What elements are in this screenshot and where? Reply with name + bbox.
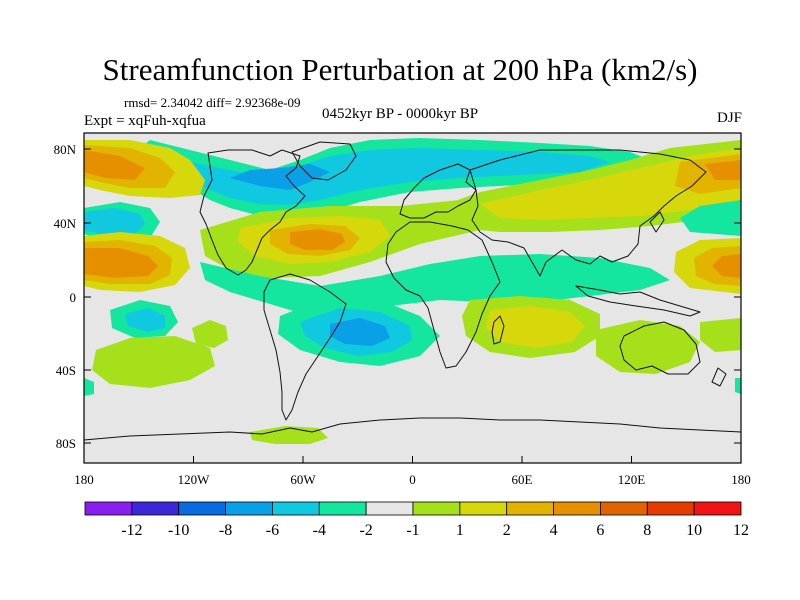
colorbar-label: 10 <box>686 522 702 539</box>
x-tick-label: 120W <box>178 472 211 487</box>
colorbar-swatch <box>131 501 180 516</box>
colorbar-swatch <box>459 501 508 516</box>
x-tick-label: 120E <box>618 472 646 487</box>
coast-north-america <box>199 149 306 276</box>
colorbar-swatch <box>178 501 226 516</box>
y-tick-label: 80S <box>56 436 76 451</box>
colorbar-label: 1 <box>456 522 464 539</box>
colorbar-label: -10 <box>168 522 189 539</box>
experiment-label: Expt = xqFuh-xqfua <box>84 113 206 129</box>
colorbar-label: 8 <box>643 522 651 539</box>
contour-edge-pos2 <box>735 378 741 394</box>
contour-satl-low-core <box>330 318 390 346</box>
colorbar-swatch <box>553 501 601 516</box>
colorbar-swatch <box>412 501 461 516</box>
stats-text: rmsd= 2.34042 diff= 2.92368e-09 <box>124 95 301 110</box>
contour-antarctic-pos <box>250 426 328 444</box>
coastlines <box>84 141 741 441</box>
coast-antarctica <box>84 417 741 441</box>
colorbar-swatch <box>272 501 320 516</box>
contour-neg-band-north-inner <box>180 148 610 205</box>
colorbar-swatch <box>225 501 273 516</box>
colorbar-swatch <box>84 501 133 516</box>
contour-indian-high-in <box>486 306 585 348</box>
x-tick-label: 60W <box>290 472 316 487</box>
season-label: DJF <box>716 110 742 126</box>
contour-asia-band-core2 <box>705 160 741 180</box>
colorbar-labels: -12 -10 -8 -6 -4 -2 -1 1 2 4 6 8 10 12 <box>121 522 749 539</box>
contour-east-trop-pos <box>700 318 741 352</box>
axis-ticks <box>83 148 742 463</box>
colorbar-swatch <box>646 501 695 516</box>
contour-edge-pos <box>84 378 94 396</box>
x-tick-label: 60E <box>512 472 533 487</box>
colorbar-label: -1 <box>406 522 419 539</box>
colorbar-swatch <box>318 501 367 516</box>
y-tick-label: 80N <box>54 142 77 157</box>
x-tick-label: 180 <box>74 472 94 487</box>
plot-title: Streamfunction Perturbation at 200 hPa (… <box>102 52 698 87</box>
colorbar-label: 2 <box>503 522 511 539</box>
contour-west-neg-in <box>84 208 145 236</box>
colorbar-label: -4 <box>313 522 326 539</box>
coast-asia <box>469 149 707 277</box>
contour-sw-pos <box>92 336 215 388</box>
colorbar-label: 6 <box>596 522 604 539</box>
coast-greenland <box>291 141 357 181</box>
colorbar-label: 12 <box>733 522 749 539</box>
colorbar-label: -8 <box>219 522 232 539</box>
y-tick-label: 40S <box>56 363 76 378</box>
colorbar-swatch <box>365 501 414 516</box>
contour-wtrop-neg-in <box>125 308 165 332</box>
coast-africa <box>385 221 501 369</box>
contour-east-neg <box>680 200 741 236</box>
x-axis-labels: 180 120W 60W 0 60E 120E 180 <box>74 472 751 487</box>
contour-atlantic-high-core <box>290 229 345 250</box>
contour-fields <box>84 138 741 444</box>
colorbar-swatch <box>506 501 554 516</box>
y-tick-label: 0 <box>70 290 77 305</box>
colorbar-label: 4 <box>550 522 558 539</box>
contour-asia-band-in <box>480 148 741 220</box>
y-tick-label: 40N <box>54 216 77 231</box>
coast-new-zealand <box>711 367 727 387</box>
colorbar <box>84 501 742 516</box>
y-axis-labels: 80N 40N 0 40S 80S <box>54 142 77 451</box>
coast-south-america <box>263 273 347 421</box>
colorbar-label: -2 <box>359 522 372 539</box>
coast-indonesia <box>575 285 701 317</box>
colorbar-label: -12 <box>121 522 142 539</box>
coast-europe <box>399 163 477 219</box>
colorbar-label: -6 <box>266 522 279 539</box>
contour-east-pacific-high-core <box>712 254 741 278</box>
x-tick-label: 0 <box>409 472 416 487</box>
colorbar-swatch <box>693 501 742 516</box>
contour-nw-corner-core <box>84 150 145 180</box>
coast-madagascar <box>491 315 505 345</box>
period-label: 0452kyr BP - 0000kyr BP <box>322 106 479 122</box>
contour-se-pos <box>596 320 700 374</box>
x-tick-label: 180 <box>731 472 751 487</box>
colorbar-swatch <box>600 501 648 516</box>
contour-pacific-high-core <box>84 248 158 278</box>
coast-japan <box>649 211 665 233</box>
contour-small-pos <box>192 320 228 348</box>
coast-australia <box>619 321 701 375</box>
